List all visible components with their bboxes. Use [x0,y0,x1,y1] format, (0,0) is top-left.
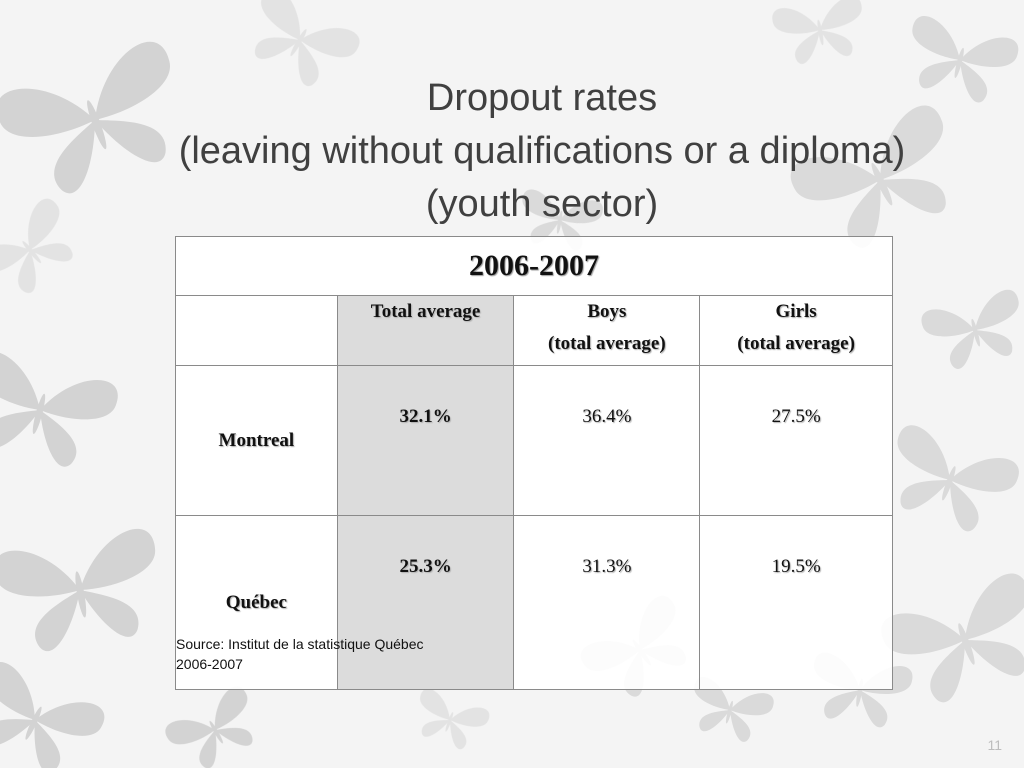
quebec-boys-average: 31.3% [513,515,701,690]
column-header-row: Total average Boys (total average) Girls… [175,295,893,366]
source-line-2: 2006-2007 [176,656,243,672]
title-line-1: Dropout rates [426,77,658,119]
row-label-quebec: Québec [175,515,338,690]
montreal-total-average: 32.1% [336,365,515,516]
dropout-rates-table: 2006-2007 Total average Boys (total aver… [175,236,893,690]
montreal-girls-average: 27.5% [699,365,893,516]
title-line-3: (youth sector) [425,183,659,225]
page-number: 11 [987,737,1002,753]
montreal-boys-average: 36.4% [513,365,701,516]
source-line-1: Source: Institut de la statistique Québe… [176,636,424,652]
column-header-girls: Girls (total average) [699,295,893,366]
row-label-montreal: Montreal [175,365,338,516]
source-note: Source: Institut de la statistique Québe… [176,634,423,674]
quebec-girls-average: 19.5% [699,515,893,690]
column-header-girls-sublabel: (total average) [737,333,855,354]
column-header-boys-sublabel: (total average) [548,333,666,354]
column-header-total: Total average [336,295,515,366]
empty-corner-cell [175,295,338,366]
table-row: Québec 25.3% 31.3% 19.5% [175,515,893,690]
column-header-boys: Boys (total average) [513,295,701,366]
year-header: 2006-2007 [175,236,893,296]
slide-title: Dropout rates (leaving without qualifica… [60,72,1024,231]
column-header-girls-label: Girls [775,301,817,322]
title-line-2: (leaving without qualifications or a dip… [178,130,906,172]
quebec-total-average: 25.3% [336,515,515,690]
table-row: Montreal 32.1% 36.4% 27.5% [175,365,893,516]
column-header-boys-label: Boys [587,301,627,322]
column-header-total-label: Total average [370,301,481,322]
